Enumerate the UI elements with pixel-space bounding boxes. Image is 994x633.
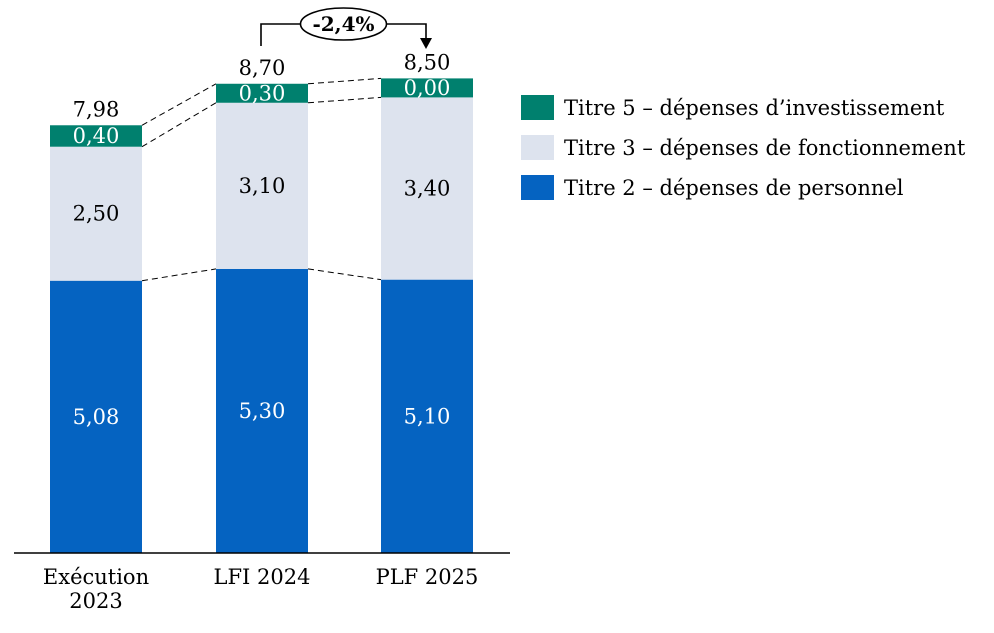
bar-segment xyxy=(381,97,473,280)
x-axis-labels: Exécution 2023 LFI 2024 PLF 2025 xyxy=(43,565,478,613)
legend-label: Titre 3 – dépenses de fonctionnement xyxy=(564,136,966,160)
data-label: 0,40 xyxy=(73,124,120,148)
connector-line xyxy=(307,268,382,281)
data-label: 3,10 xyxy=(239,174,286,198)
legend: Titre 5 – dépenses d’investissement Titre… xyxy=(521,95,966,200)
bar-segment xyxy=(50,146,142,281)
legend-swatch xyxy=(521,95,554,120)
total-label: 7,98 xyxy=(73,97,120,121)
data-label: 2,50 xyxy=(73,202,120,226)
total-label: 8,70 xyxy=(239,56,286,80)
data-label: 0,00 xyxy=(404,76,451,100)
change-badge xyxy=(299,7,388,41)
legend-label: Titre 5 – dépenses d’investissement xyxy=(564,96,945,120)
data-label: 5,30 xyxy=(239,399,286,423)
arrow-head-icon xyxy=(420,38,432,49)
data-label: 5,10 xyxy=(404,404,451,428)
connector-line xyxy=(307,77,382,85)
legend-swatch xyxy=(521,175,554,200)
change-annotation: -2,4% xyxy=(260,7,432,49)
bar-segment xyxy=(381,78,473,98)
connector-lines xyxy=(141,77,382,282)
connector-line xyxy=(141,102,217,148)
bar-segment xyxy=(50,125,142,147)
data-label: 5,08 xyxy=(73,405,120,429)
connector-line xyxy=(141,268,217,282)
legend-swatch xyxy=(521,135,554,160)
bar-segment xyxy=(216,268,308,553)
category-label: Exécution 2023 xyxy=(43,565,149,613)
legend-label: Titre 2 – dépenses de personnel xyxy=(564,176,904,200)
data-label: 0,30 xyxy=(239,81,286,105)
category-label: LFI 2024 xyxy=(214,565,311,589)
bar-segment xyxy=(381,279,473,553)
connector-line xyxy=(307,96,382,104)
bar-segment xyxy=(50,280,142,553)
data-label: 3,40 xyxy=(404,177,451,201)
bar-segment xyxy=(216,83,308,103)
total-label: 8,50 xyxy=(404,50,451,74)
bars-group xyxy=(50,78,473,553)
connector-line xyxy=(141,83,217,126)
bar-segment xyxy=(216,102,308,269)
category-label: PLF 2025 xyxy=(376,565,479,589)
change-badge-text: -2,4% xyxy=(312,12,374,36)
labels-group: 5,08 2,50 0,40 7,98 5,30 3,10 0,308,70 5,10 3,40… xyxy=(73,50,451,428)
